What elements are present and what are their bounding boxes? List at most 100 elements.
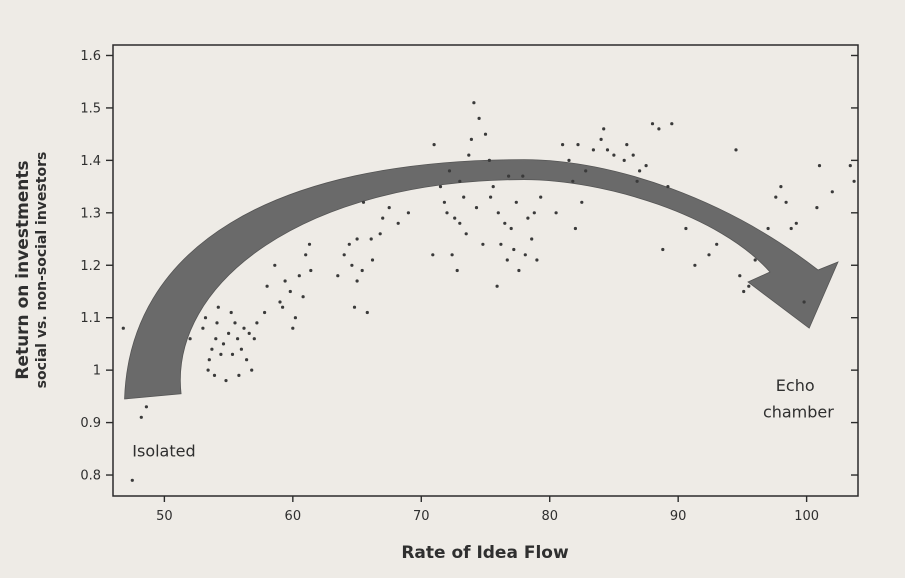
data-point [242,326,246,330]
data-point [431,253,435,257]
y-axis-title: Return on investments [13,160,33,379]
data-point [347,242,351,246]
data-point [304,253,308,257]
data-point [355,237,359,241]
data-point [474,206,479,210]
data-point [144,405,148,409]
data-point [499,242,503,246]
data-point [365,310,369,315]
data-point [307,242,312,246]
data-point [526,216,530,220]
data-point [455,268,459,273]
data-point [514,200,518,204]
data-point [278,300,282,304]
data-point [561,143,565,147]
data-point [635,179,639,183]
data-point [214,337,218,341]
data-point [121,326,125,330]
y-tick-label: 1 [93,364,101,379]
trend-arrow [124,159,839,400]
data-point [361,200,366,204]
data-point [216,305,220,309]
data-point [496,211,500,215]
data-point [830,190,834,194]
y-tick-label: 1.2 [80,259,101,274]
data-point [378,232,382,236]
data-point [742,289,746,294]
data-point [130,478,134,482]
data-point [453,216,457,220]
data-point [622,158,626,162]
data-point [210,347,214,351]
y-tick-label: 1.6 [80,49,101,64]
annotation-label: chamber [763,402,834,421]
data-point [370,258,375,262]
data-point [219,352,223,356]
y-axis-subtitle: social vs. non-social investors [34,152,50,389]
data-point [207,358,211,362]
data-point [576,143,580,147]
data-point [657,127,661,131]
data-point [293,316,297,320]
data-point [815,206,819,210]
data-point [301,295,305,299]
data-point [512,247,516,252]
data-point [273,263,277,267]
data-point [612,153,616,157]
y-tick-label: 1.1 [80,311,101,326]
x-tick-label: 90 [670,509,687,524]
data-point [521,174,525,178]
data-point [233,321,237,325]
data-point [224,379,228,383]
data-point [661,247,665,252]
data-point [495,284,499,288]
data-point [738,274,742,278]
data-point [369,237,373,241]
data-point [505,258,509,262]
data-point [355,279,359,283]
data-point [532,211,536,215]
annotation-label: Isolated [132,442,195,461]
data-point [766,226,770,231]
data-point [503,221,507,225]
data-point [794,221,798,225]
data-point [139,415,143,419]
data-point [250,368,254,372]
y-tick-label: 0.9 [80,416,101,431]
data-point [573,226,578,231]
data-point [784,200,788,204]
data-point [212,373,217,377]
data-point [580,200,584,204]
data-point [464,232,468,236]
data-point [206,368,210,372]
data-point [247,331,251,335]
data-point [336,274,340,278]
data-point [753,258,757,262]
y-tick-label: 1.3 [80,206,101,221]
data-point [487,158,491,162]
trend-arrow-shape [124,159,839,400]
data-point [237,373,241,377]
data-point [774,195,778,199]
data-point [571,179,575,183]
data-point [288,289,292,294]
data-point [297,274,301,278]
data-point [239,347,243,351]
data-point [263,310,267,315]
data-point [747,284,751,288]
data-point [447,169,452,173]
data-point [477,116,481,120]
data-point [489,195,493,199]
data-point [458,221,462,225]
x-tick-label: 70 [413,509,430,524]
data-point [281,305,285,309]
data-point [229,310,233,315]
x-tick-label: 80 [541,509,558,524]
data-point [309,268,313,273]
data-point [255,321,259,325]
data-points [121,101,856,482]
data-point [670,122,674,126]
data-point [693,263,697,267]
y-tick-label: 1.4 [80,154,101,169]
data-point [283,279,287,283]
